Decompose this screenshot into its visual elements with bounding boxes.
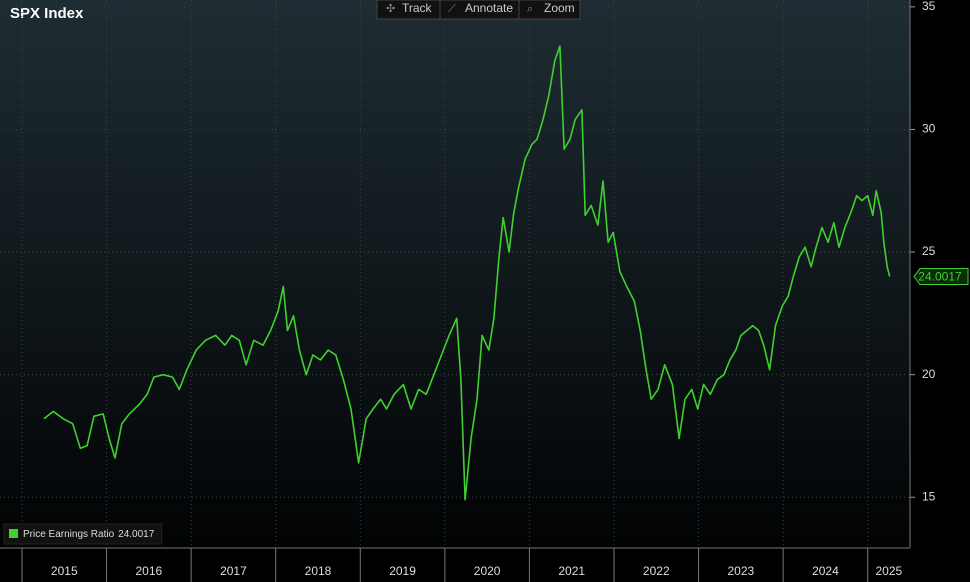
y-tick-label: 30 <box>922 122 936 136</box>
plot-background <box>0 0 910 548</box>
x-tick-label: 2018 <box>305 564 332 578</box>
y-tick-label: 25 <box>922 244 936 258</box>
annotate-icon: ⟋ <box>448 3 456 15</box>
track-label: Track <box>402 1 433 15</box>
y-tick-label: 35 <box>922 0 936 13</box>
x-tick-label: 2019 <box>389 564 416 578</box>
zoom-label: Zoom <box>544 1 575 15</box>
legend-swatch <box>9 529 18 538</box>
legend-value: 24.0017 <box>118 529 155 540</box>
annotate-button[interactable]: ⟋ Annotate <box>448 1 513 15</box>
last-value-tag <box>913 268 969 286</box>
x-tick-label: 2020 <box>474 564 501 578</box>
track-icon: ✣ <box>386 3 395 15</box>
y-tick-label: 15 <box>922 489 936 503</box>
toolbar-frame <box>376 0 581 20</box>
x-tick-label: 2016 <box>135 564 162 578</box>
chart-title: SPX Index <box>10 5 84 22</box>
x-tick-label: 2023 <box>728 564 755 578</box>
axis-background <box>910 0 970 582</box>
legend-box <box>3 523 163 545</box>
x-tick-label: 2024 <box>812 564 839 578</box>
last-value-label: 24.0017 <box>918 270 962 284</box>
data-line <box>43 45 891 501</box>
annotate-label: Annotate <box>465 1 513 15</box>
legend-name: Price Earnings Ratio <box>23 529 115 540</box>
legend: Price Earnings Ratio 24.0017 <box>3 523 163 545</box>
zoom-icon: ⌕ <box>527 3 533 15</box>
y-tick-label: 20 <box>922 367 936 381</box>
x-tick-label: 2017 <box>220 564 247 578</box>
track-button[interactable]: ✣ Track <box>386 1 433 15</box>
x-tick-label: 2022 <box>643 564 670 578</box>
toolbar: ✣ Track ⟋ Annotate ⌕ Zoom <box>376 0 581 20</box>
x-tick-label: 2025 <box>876 564 903 578</box>
x-tick-label: 2015 <box>51 564 78 578</box>
legend-label: Price Earnings Ratio 24.0017 <box>23 529 155 540</box>
axis-background <box>0 548 910 582</box>
x-tick-label: 2021 <box>558 564 585 578</box>
zoom-button[interactable]: ⌕ Zoom <box>527 1 575 15</box>
